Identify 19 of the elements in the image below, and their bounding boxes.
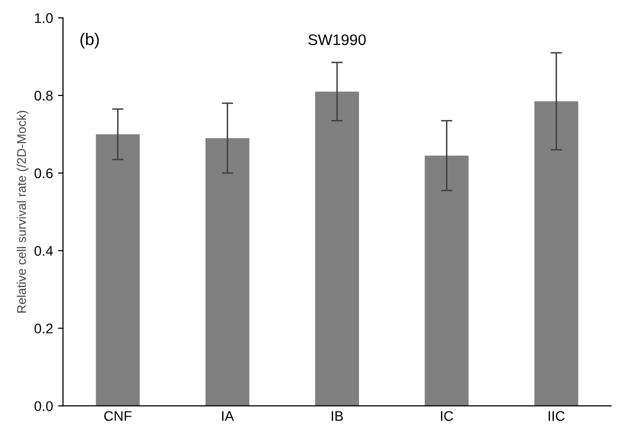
annotation: (b) [80, 32, 99, 48]
bar [96, 134, 140, 406]
y-tick-label: 1.0 [35, 13, 53, 24]
text: SW1990 [308, 34, 366, 46]
x-tick-label: IB [332, 411, 343, 421]
bar [315, 92, 359, 406]
y-axis-title: Relative cell survival rate (/2D-Mock) [16, 110, 28, 313]
x-tick-label: IC [441, 411, 454, 421]
bar [206, 138, 250, 406]
y-tick-label: 0.0 [34, 401, 53, 412]
x-tick-label: IIC [548, 411, 565, 421]
bar [424, 156, 469, 406]
x-tick-label: IA [222, 411, 234, 421]
y-tick-label: 0.8 [34, 90, 53, 101]
y-tick-label: 0.2 [34, 324, 53, 334]
y-tick-label: 0.6 [34, 168, 53, 178]
x-tick-label: CNF [104, 411, 132, 421]
y-tick-label: 0.4 [34, 246, 53, 256]
bar [534, 101, 578, 406]
